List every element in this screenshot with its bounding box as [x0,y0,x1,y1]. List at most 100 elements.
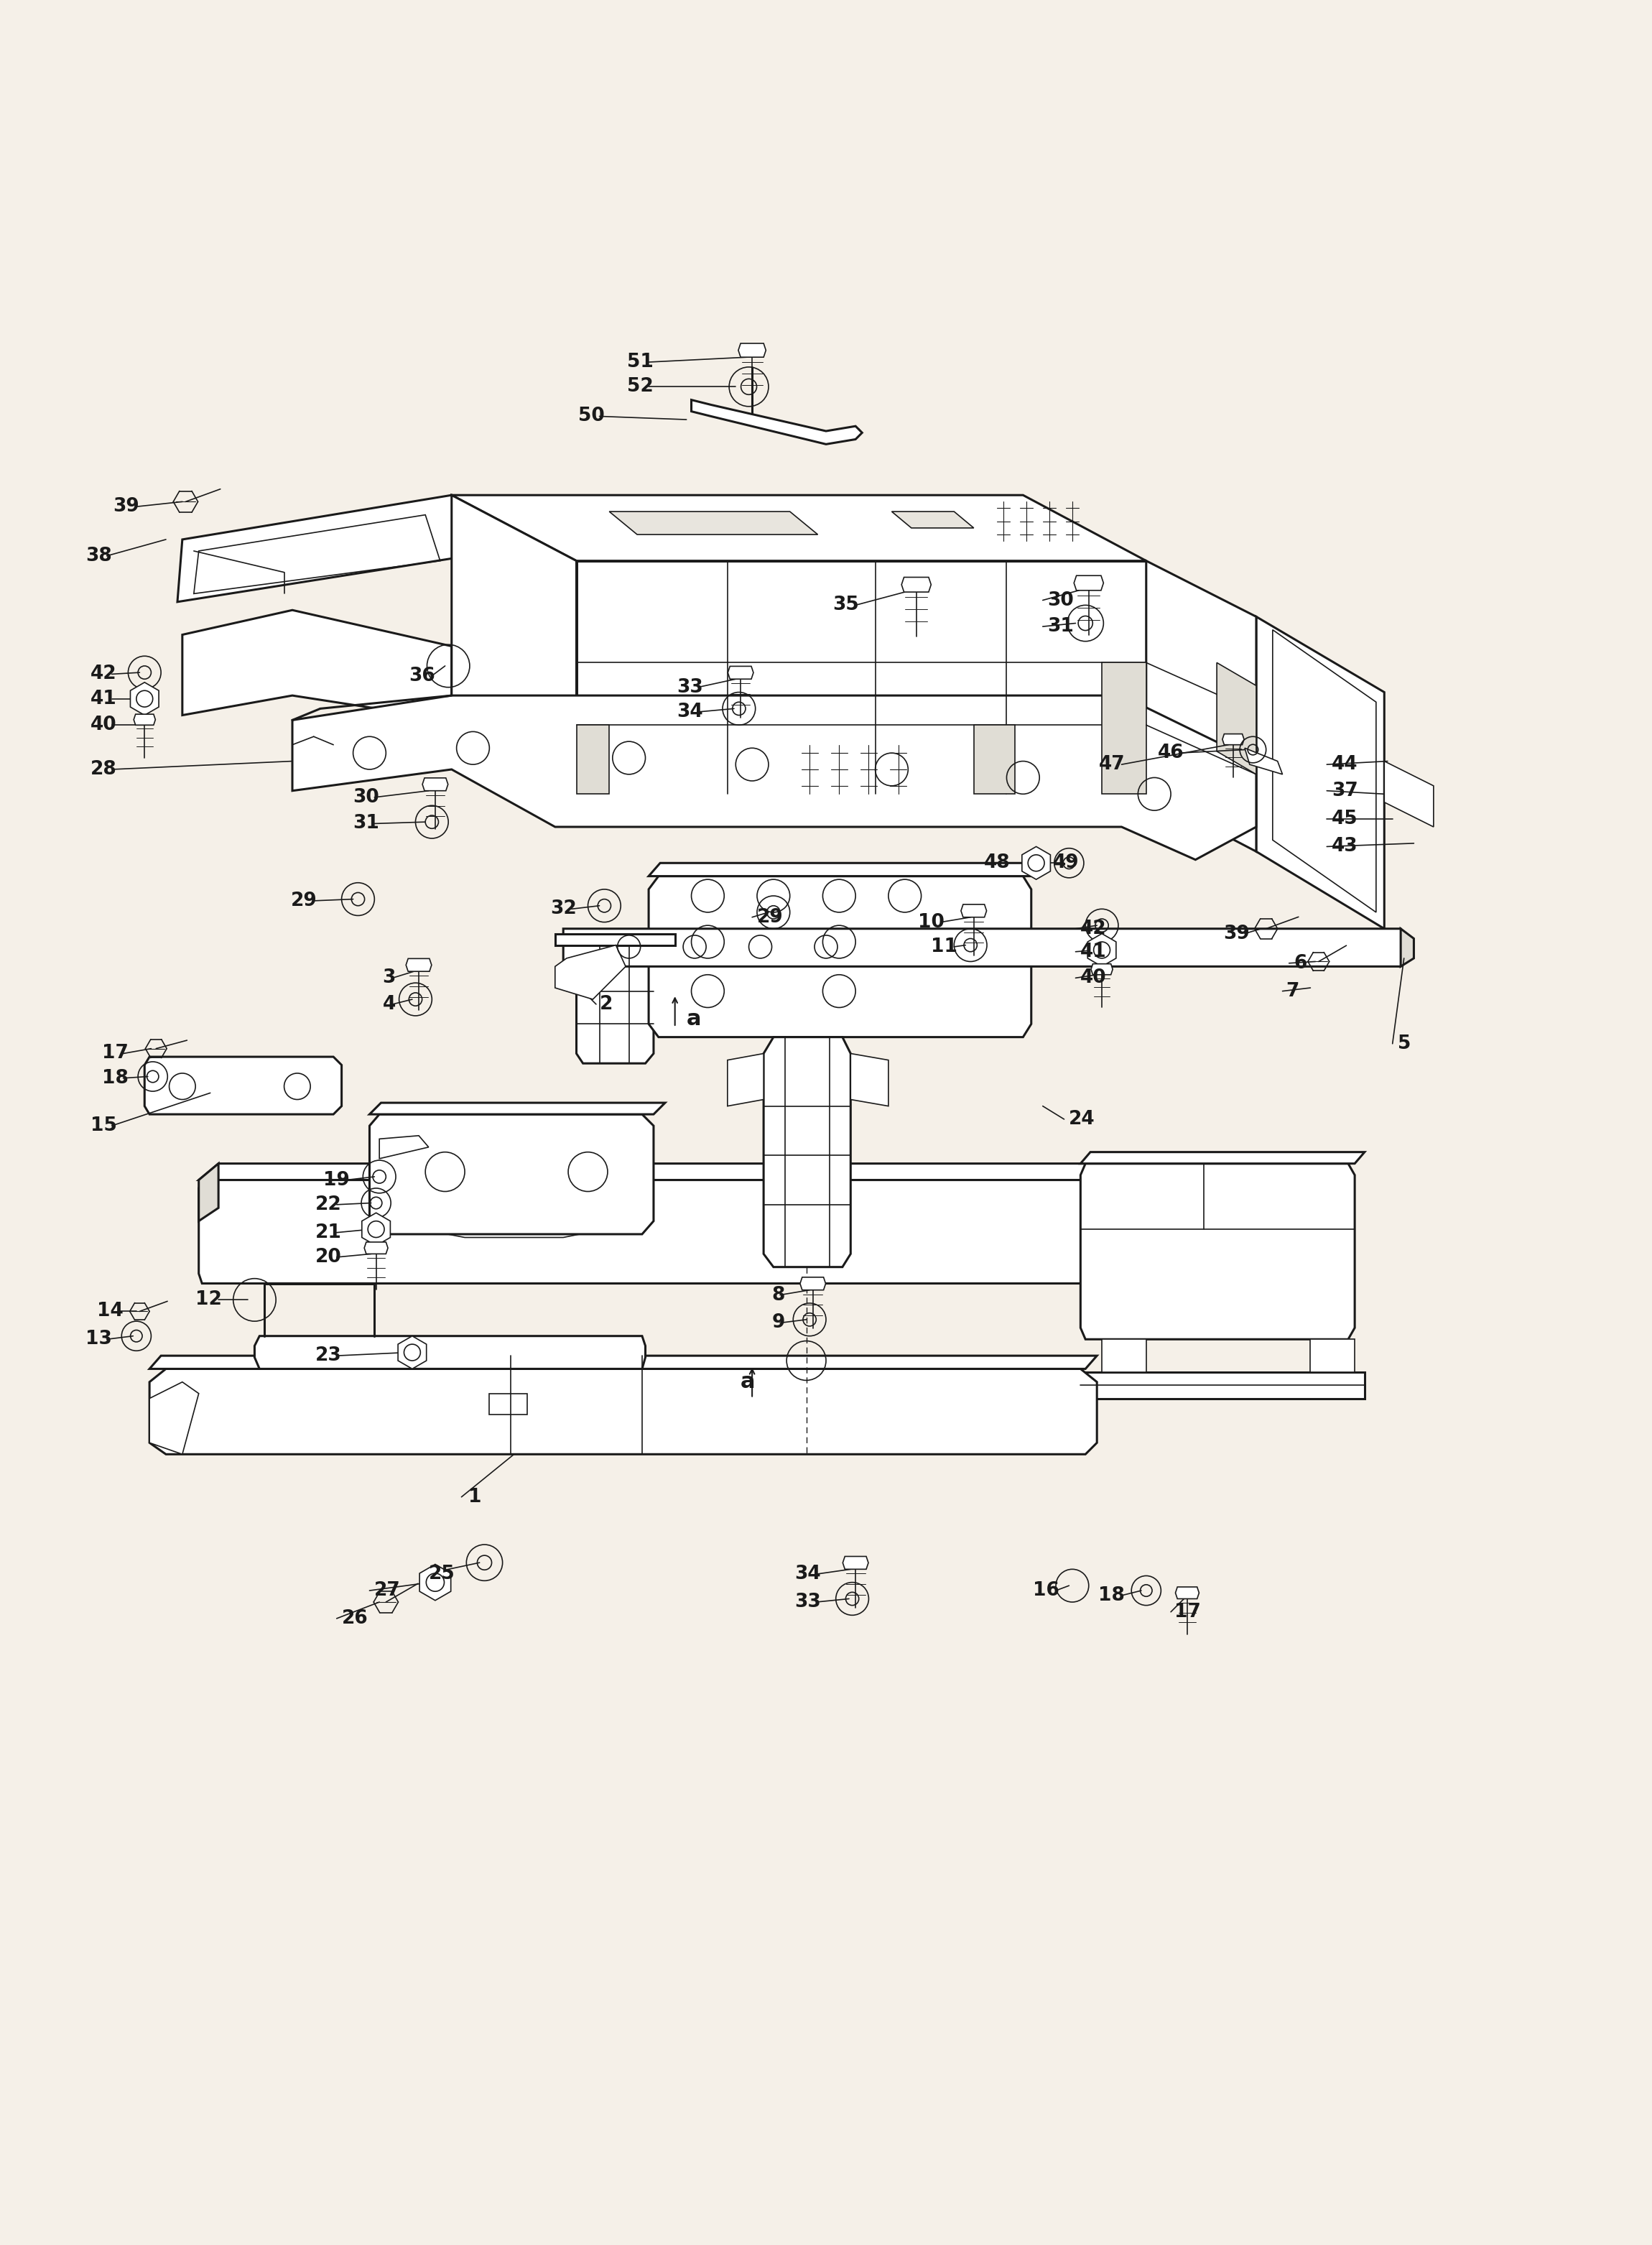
Text: 46: 46 [1158,743,1184,763]
Text: 17: 17 [102,1044,129,1062]
Polygon shape [198,1163,1105,1181]
Text: 20: 20 [316,1248,342,1266]
Polygon shape [555,934,676,945]
Polygon shape [182,611,451,721]
Polygon shape [610,512,818,534]
Text: 14: 14 [97,1302,124,1320]
Text: 37: 37 [1332,781,1358,799]
Polygon shape [134,714,155,725]
Polygon shape [177,496,468,602]
Text: 48: 48 [983,853,1009,873]
Text: a: a [687,1008,700,1030]
Text: 11: 11 [930,938,958,956]
Text: 42: 42 [91,665,117,682]
Text: 32: 32 [550,900,577,918]
Text: 26: 26 [342,1610,368,1628]
Text: 40: 40 [1080,968,1107,988]
Text: 33: 33 [795,1592,821,1612]
Polygon shape [851,1053,889,1107]
Text: 10: 10 [919,914,945,932]
Polygon shape [1087,934,1117,968]
Polygon shape [1310,1340,1355,1372]
Polygon shape [577,561,1146,795]
Text: 3: 3 [383,968,396,988]
Polygon shape [800,1277,826,1291]
Text: 40: 40 [91,716,117,734]
Text: 22: 22 [316,1194,342,1215]
Polygon shape [370,1114,654,1235]
Polygon shape [563,929,1409,968]
Polygon shape [1384,761,1434,826]
Text: 13: 13 [86,1329,112,1349]
Polygon shape [131,682,159,716]
Text: 39: 39 [114,498,140,516]
Text: 31: 31 [354,815,380,833]
Polygon shape [1090,963,1113,974]
Text: 45: 45 [1332,810,1358,828]
Text: 27: 27 [375,1580,401,1601]
Polygon shape [1080,1163,1355,1340]
Text: 42: 42 [1080,920,1107,938]
Polygon shape [149,1383,198,1455]
Text: 52: 52 [628,377,654,395]
Polygon shape [961,905,986,918]
Polygon shape [362,1212,390,1246]
Text: 18: 18 [1099,1587,1125,1605]
Text: 5: 5 [1398,1035,1411,1053]
Text: 19: 19 [324,1170,350,1190]
Polygon shape [1222,734,1244,745]
Polygon shape [149,1356,1097,1369]
Polygon shape [738,343,767,357]
Polygon shape [380,1136,428,1158]
Polygon shape [555,945,626,999]
Polygon shape [973,725,1014,795]
Polygon shape [649,862,1042,876]
Text: 25: 25 [428,1565,454,1583]
Text: 50: 50 [578,406,605,427]
Polygon shape [406,959,431,972]
Text: 9: 9 [771,1313,785,1331]
Text: 12: 12 [195,1291,221,1309]
Text: 23: 23 [316,1347,342,1365]
Text: 39: 39 [1222,925,1249,943]
Polygon shape [451,496,1146,561]
Text: 49: 49 [1052,853,1079,873]
Text: 7: 7 [1285,981,1298,1001]
Text: 30: 30 [354,788,380,806]
Polygon shape [577,725,610,795]
Polygon shape [729,667,753,678]
Polygon shape [254,1336,646,1369]
Polygon shape [577,945,654,1064]
Text: 18: 18 [102,1069,129,1087]
Polygon shape [1218,662,1256,775]
Polygon shape [1102,1340,1146,1372]
Polygon shape [380,1181,646,1237]
Text: 44: 44 [1332,754,1358,775]
Text: 43: 43 [1332,837,1358,855]
Text: 51: 51 [628,352,654,370]
Text: 16: 16 [1032,1580,1059,1601]
Polygon shape [649,876,1031,1037]
Polygon shape [763,1037,851,1266]
Polygon shape [1102,662,1146,795]
Polygon shape [363,1241,388,1255]
Text: 21: 21 [316,1224,342,1241]
Text: 29: 29 [757,907,783,927]
Polygon shape [1080,1372,1365,1399]
Polygon shape [370,1102,666,1114]
Text: 2: 2 [600,995,613,1012]
Polygon shape [1244,748,1282,775]
Polygon shape [1080,1152,1365,1163]
Polygon shape [451,496,577,775]
Polygon shape [292,696,1256,860]
Polygon shape [145,1057,342,1114]
Polygon shape [892,512,973,528]
Text: 17: 17 [1175,1603,1201,1621]
Text: 24: 24 [1069,1109,1095,1129]
Text: 34: 34 [795,1565,821,1583]
Polygon shape [1074,575,1104,590]
Polygon shape [1146,561,1256,851]
Polygon shape [691,400,862,445]
Text: 36: 36 [408,667,434,685]
Polygon shape [1256,617,1384,929]
